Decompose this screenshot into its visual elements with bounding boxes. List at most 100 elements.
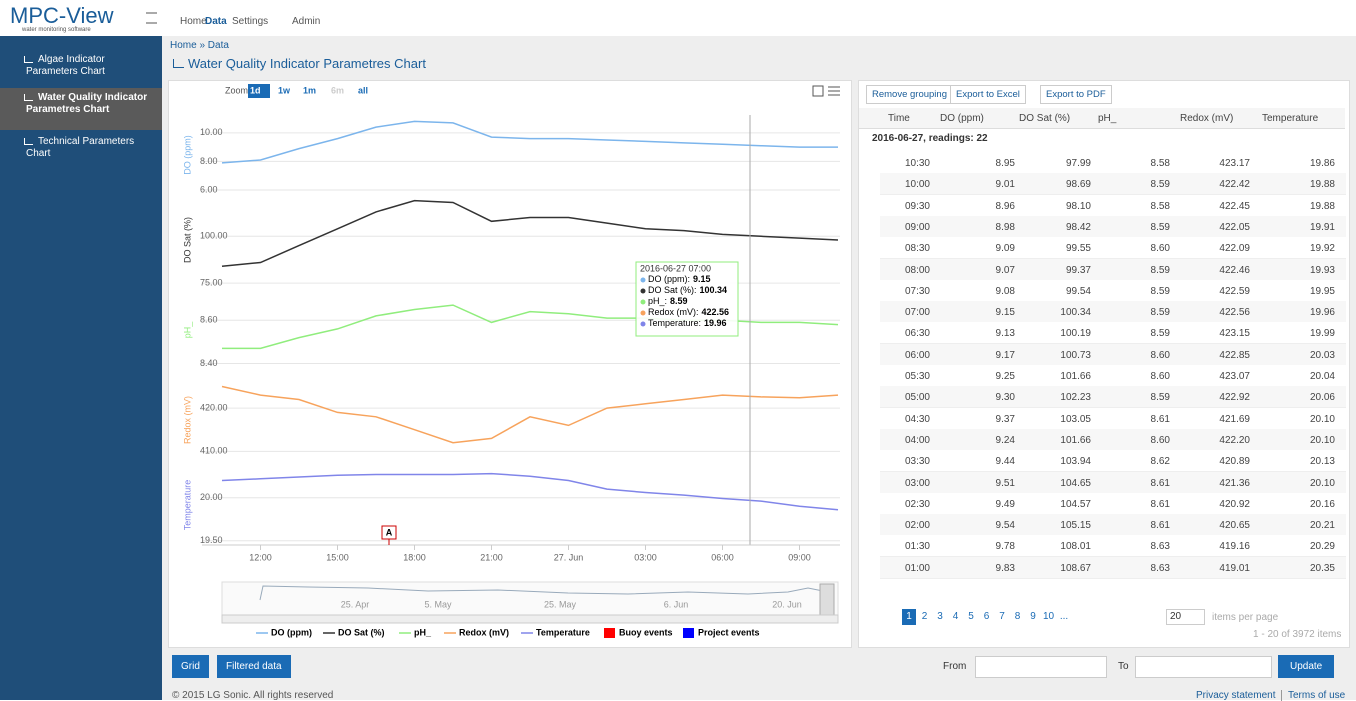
legend-label[interactable]: DO (ppm) [271, 627, 312, 637]
column-header[interactable]: DO Sat (%) [1019, 113, 1071, 124]
y-tick-label: 8.60 [200, 315, 218, 325]
tooltip-item: pH_: 8.59 [648, 296, 688, 306]
legend-label[interactable]: DO Sat (%) [338, 627, 385, 637]
y-tick-label: 8.40 [200, 358, 218, 368]
page-link[interactable]: 6 [983, 611, 990, 622]
page-link[interactable]: 7 [999, 611, 1005, 622]
series-line [221, 199, 839, 268]
column-header[interactable]: Temperature [1262, 113, 1319, 124]
zoom-label: Zoom [225, 85, 248, 95]
page-size[interactable]: 20 [1166, 609, 1205, 625]
page-link[interactable]: 8 [1014, 611, 1021, 622]
nav-link[interactable]: Home [180, 16, 207, 27]
table-cell: 423.07 [1219, 371, 1250, 382]
column-header[interactable]: pH_ [1098, 113, 1117, 124]
zoom-button[interactable]: all [358, 85, 368, 95]
table-cell: 04:30 [904, 413, 930, 425]
toolbar-button[interactable]: Export to PDF [1040, 85, 1112, 104]
zoom-button[interactable]: 6m [331, 85, 344, 95]
table-cell: 100.73 [1060, 349, 1091, 361]
column-header[interactable]: DO (ppm) [940, 113, 984, 124]
table-cell: 03:00 [904, 477, 930, 489]
filter-button[interactable]: Filtered data [217, 655, 291, 678]
legend-label[interactable]: pH_ [414, 627, 432, 637]
table-cell: 8.96 [995, 200, 1015, 212]
column-header[interactable]: Redox (mV) [1180, 113, 1234, 124]
table-cell: 02:30 [904, 498, 930, 510]
legend-label[interactable]: Project events [698, 627, 760, 637]
zoom-button[interactable]: 1w [278, 85, 291, 95]
table-cell: 98.69 [1065, 179, 1091, 191]
table-cell: 20.10 [1309, 477, 1335, 489]
table-cell: 422.85 [1219, 349, 1250, 361]
chart: Zoom 1d 1w 1m 6m all 6.00 8.00 10.00 DO (ppm) 75.0… [182, 84, 840, 638]
navigator-line [259, 585, 829, 601]
table-cell: 100.19 [1060, 328, 1091, 340]
table-cell: 9.09 [995, 243, 1015, 255]
table-cell: 20.10 [1309, 413, 1335, 425]
sidebar-icon [24, 94, 33, 101]
table-cell: 8.60 [1150, 349, 1170, 361]
table-cell: 20.35 [1309, 562, 1335, 574]
sidebar-item[interactable]: Algae Indicator Parameters Chart [26, 54, 105, 77]
table-cell: 98.10 [1065, 200, 1091, 212]
page-link[interactable]: 9 [1030, 611, 1036, 622]
sidebar-item[interactable]: Water Quality Indicator Parametres Chart [26, 92, 148, 115]
table-cell: 07:00 [904, 307, 930, 319]
menu-toggle[interactable] [146, 12, 157, 24]
table-row [880, 556, 1346, 579]
nav-link[interactable]: Data [205, 16, 227, 27]
grid-button[interactable]: Grid [172, 655, 209, 678]
from-input[interactable] [975, 656, 1107, 678]
tooltip-item: DO Sat (%): 100.34 [648, 285, 727, 295]
page-link[interactable]: 1 [902, 609, 916, 625]
group-row[interactable]: 2016-06-27, readings: 22 [872, 133, 988, 144]
tooltip-item: Temperature: 19.96 [648, 318, 727, 328]
x-tick-label: 21:00 [480, 552, 503, 562]
table-cell: 05:30 [904, 371, 930, 382]
y-axis-title: Temperature [182, 480, 192, 531]
y-tick-label: 100.00 [200, 231, 228, 241]
page-link[interactable]: 5 [968, 611, 974, 622]
table-cell: 420.92 [1219, 498, 1250, 510]
table-cell: 8.63 [1150, 562, 1170, 574]
update-button[interactable]: Update [1278, 655, 1335, 678]
footer-link[interactable]: Privacy statement [1196, 690, 1283, 701]
tooltip-bullet [640, 321, 646, 327]
table-cell: 9.25 [995, 371, 1015, 382]
page-link[interactable]: 3 [937, 611, 943, 622]
table-cell: 03:30 [904, 456, 930, 468]
breadcrumb[interactable]: Home » Data [170, 40, 229, 51]
legend-label[interactable]: Temperature [536, 627, 590, 637]
page-size-label: items per page [1212, 612, 1279, 623]
sidebar-item[interactable]: Technical Parameters Chart [26, 136, 135, 159]
tooltip-item: DO (ppm): 9.15 [648, 274, 711, 284]
page-link[interactable]: 2 [921, 611, 928, 622]
table-cell: 421.69 [1219, 413, 1250, 425]
logo: MPC-View [10, 3, 114, 28]
nav-link[interactable]: Admin [292, 16, 321, 27]
table-cell: 8.60 [1150, 434, 1170, 446]
legend-label[interactable]: Redox (mV) [459, 627, 509, 637]
table-cell: 04:00 [904, 434, 930, 446]
table-cell: 98.42 [1065, 221, 1091, 233]
zoom-button[interactable]: 1d [250, 85, 261, 95]
table-cell: 01:30 [904, 541, 930, 553]
column-header[interactable]: Time [888, 113, 910, 124]
nav-link[interactable]: Settings [232, 16, 269, 27]
table-cell: 9.30 [995, 392, 1015, 404]
page-link[interactable]: 10 [1042, 611, 1055, 622]
toolbar-button[interactable]: Remove grouping [866, 85, 953, 104]
zoom-button[interactable]: 1m [303, 85, 316, 95]
page-link[interactable]: ... [1059, 611, 1069, 622]
table-cell: 105.15 [1060, 520, 1091, 532]
legend-label[interactable]: Buoy events [619, 627, 673, 637]
table-cell: 8.95 [995, 158, 1015, 169]
toolbar-button[interactable]: Export to Excel [950, 85, 1026, 104]
to-input[interactable] [1135, 656, 1272, 678]
table-cell: 8.98 [995, 221, 1015, 233]
table-cell: 20.21 [1309, 520, 1335, 532]
table-cell: 9.24 [995, 434, 1015, 446]
footer-link[interactable]: Terms of use [1288, 690, 1346, 701]
page-link[interactable]: 4 [952, 611, 959, 622]
